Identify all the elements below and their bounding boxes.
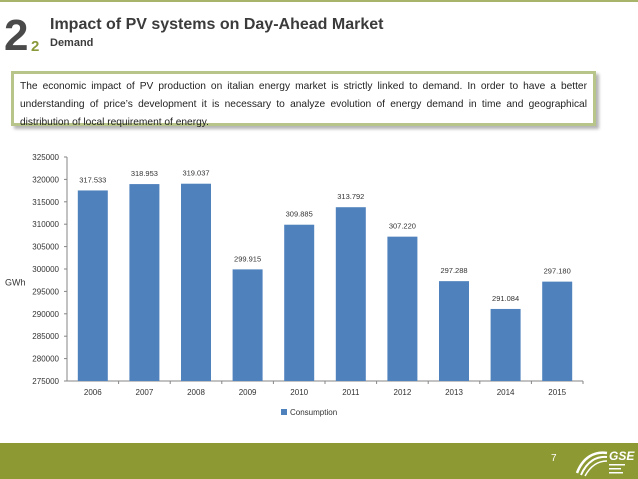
bar [129,184,160,381]
x-tick-label: 2015 [548,388,566,397]
x-tick-label: 2012 [394,388,412,397]
y-tick-label: 315000 [32,198,59,207]
y-axis-label: GWh [5,277,26,287]
y-tick-label: 325000 [32,153,59,162]
y-tick-label: 305000 [32,243,59,252]
data-label: 297.288 [440,266,467,275]
bar [77,190,108,381]
data-label: 299.915 [234,254,261,263]
data-label: 307.220 [389,222,416,231]
x-tick-label: 2010 [290,388,308,397]
subsection-number: 2 [31,38,40,55]
x-tick-label: 2006 [84,388,102,397]
intro-text-box: The economic impact of PV production on … [11,71,596,128]
section-number: 2 [4,11,29,60]
bar [181,183,211,381]
data-label: 319.037 [182,169,209,178]
data-label: 309.885 [286,210,313,219]
bar [490,308,521,381]
x-tick-label: 2013 [445,388,463,397]
intro-text: The economic impact of PV production on … [20,81,587,128]
data-label: 318.953 [131,169,158,178]
legend-swatch [281,409,287,415]
y-tick-label: 280000 [32,355,59,364]
data-label: 317.533 [79,175,106,184]
page-number: 7 [551,453,557,464]
gse-logo: GSE [575,449,635,477]
bar [387,236,418,381]
top-rule [0,0,638,2]
x-tick-label: 2014 [497,388,515,397]
svg-text:GSE: GSE [609,449,635,463]
page-title: Impact of PV systems on Day-Ahead Market [50,16,384,33]
y-tick-label: 320000 [32,175,59,184]
y-tick-label: 290000 [32,310,59,319]
y-tick-label: 285000 [32,332,59,341]
y-tick-label: 300000 [32,265,59,274]
footer-bar [0,443,638,479]
data-label: 291.084 [492,294,519,303]
x-tick-label: 2011 [342,388,360,397]
bar [284,224,315,381]
data-label: 297.180 [544,267,571,276]
bar [439,281,469,381]
y-tick-label: 275000 [32,377,59,386]
bar [542,281,573,381]
x-tick-label: 2008 [187,388,205,397]
page-subtitle: Demand [50,37,94,49]
x-tick-label: 2009 [239,388,257,397]
bar [335,207,366,381]
demand-bar-chart: 275000 280000 285000 290000 295000 300000 3050… [5,153,584,417]
y-tick-label: 310000 [32,220,59,229]
bar [232,269,263,381]
data-label: 313.792 [337,192,364,201]
legend-label: Consumption [290,408,337,417]
y-tick-label: 295000 [32,287,59,296]
x-tick-label: 2007 [136,388,154,397]
